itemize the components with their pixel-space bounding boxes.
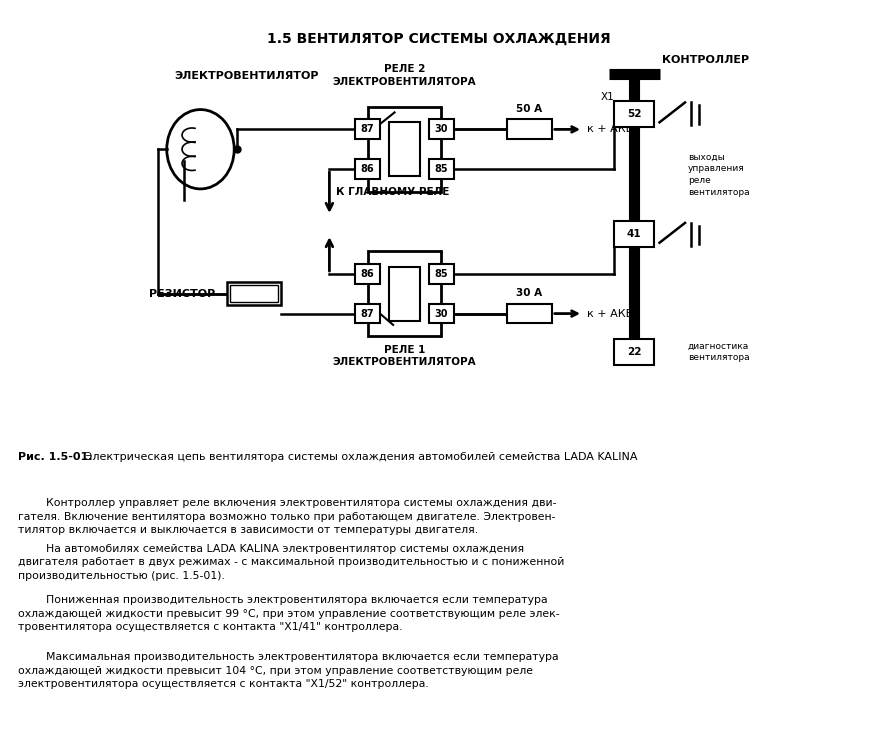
Bar xyxy=(614,222,654,247)
Text: 30: 30 xyxy=(435,309,448,318)
Text: 41: 41 xyxy=(627,229,641,239)
Bar xyxy=(389,267,420,321)
Text: диагностика
вентилятора: диагностика вентилятора xyxy=(688,341,750,362)
Text: 22: 22 xyxy=(627,347,641,356)
Bar xyxy=(355,264,381,284)
Text: РЕЛЕ 1
ЭЛЕКТРОВЕНТИЛЯТОРА: РЕЛЕ 1 ЭЛЕКТРОВЕНТИЛЯТОРА xyxy=(332,345,476,367)
Bar xyxy=(429,159,454,179)
Bar xyxy=(367,251,441,336)
Text: 85: 85 xyxy=(434,269,448,279)
Text: К ГЛАВНОМУ РЕЛЕ: К ГЛАВНОМУ РЕЛЕ xyxy=(337,187,450,198)
Text: 87: 87 xyxy=(360,309,374,318)
Text: 86: 86 xyxy=(360,269,374,279)
Bar xyxy=(429,264,454,284)
Bar xyxy=(429,119,454,139)
Bar xyxy=(389,122,420,176)
Bar xyxy=(355,304,381,324)
Bar xyxy=(367,107,441,192)
Text: 86: 86 xyxy=(360,164,374,174)
Text: РЕЗИСТОР: РЕЗИСТОР xyxy=(149,288,216,299)
Text: 30: 30 xyxy=(435,124,448,135)
Bar xyxy=(227,283,282,305)
Bar xyxy=(614,339,654,365)
Text: КОНТРОЛЛЕР: КОНТРОЛЛЕР xyxy=(662,55,750,65)
Text: выходы
управления
реле
вентилятора: выходы управления реле вентилятора xyxy=(688,152,750,197)
Bar xyxy=(231,285,278,302)
Bar xyxy=(507,119,552,139)
Text: РЕЛЕ 2
ЭЛЕКТРОВЕНТИЛЯТОРА: РЕЛЕ 2 ЭЛЕКТРОВЕНТИЛЯТОРА xyxy=(332,64,476,86)
Text: Пониженная производительность электровентилятора включается если температура
охл: Пониженная производительность электровен… xyxy=(18,595,560,632)
Bar xyxy=(614,101,654,127)
Bar xyxy=(429,304,454,324)
Text: 30 А: 30 А xyxy=(516,288,542,298)
Text: ЭЛЕКТРОВЕНТИЛЯТОР: ЭЛЕКТРОВЕНТИЛЯТОР xyxy=(174,71,318,81)
Text: X1: X1 xyxy=(601,92,614,102)
Text: 50 А: 50 А xyxy=(516,104,542,113)
Text: 85: 85 xyxy=(434,164,448,174)
Text: 1.5 ВЕНТИЛЯТОР СИСТЕМЫ ОХЛАЖДЕНИЯ: 1.5 ВЕНТИЛЯТОР СИСТЕМЫ ОХЛАЖДЕНИЯ xyxy=(267,31,610,45)
Text: 52: 52 xyxy=(627,109,641,119)
Text: Рис. 1.5-01.: Рис. 1.5-01. xyxy=(18,452,92,462)
Text: Электрическая цепь вентилятора системы охлаждения автомобилей семейства LADA KAL: Электрическая цепь вентилятора системы о… xyxy=(81,452,638,462)
Text: 87: 87 xyxy=(360,124,374,135)
Bar xyxy=(355,119,381,139)
Text: Контроллер управляет реле включения электровентилятора системы охлаждения дви-
г: Контроллер управляет реле включения элек… xyxy=(18,498,556,535)
Bar xyxy=(507,304,552,324)
Text: к + АКБ: к + АКБ xyxy=(588,124,633,135)
Text: На автомобилях семейства LADA KALINA электровентилятор системы охлаждения
двигат: На автомобилях семейства LADA KALINA эле… xyxy=(18,544,564,580)
Bar xyxy=(355,159,381,179)
Text: к + АКБ: к + АКБ xyxy=(588,309,633,318)
Text: Максимальная производительность электровентилятора включается если температура
о: Максимальная производительность электров… xyxy=(18,652,558,690)
